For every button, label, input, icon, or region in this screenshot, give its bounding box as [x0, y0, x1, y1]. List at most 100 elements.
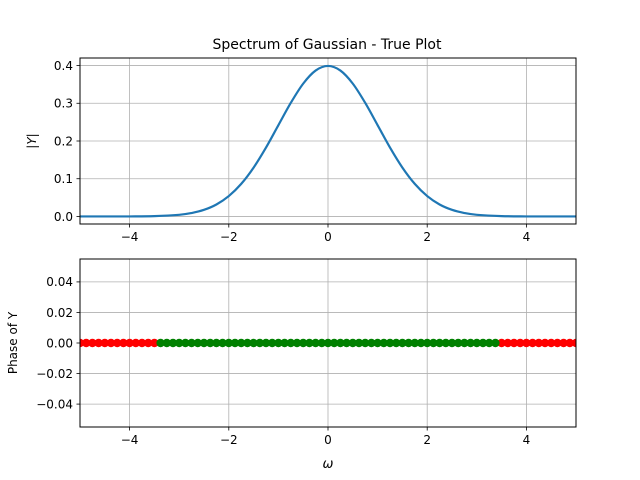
- phase-point-green: [218, 338, 227, 348]
- phase-point-green: [168, 338, 178, 348]
- y-tick-label: 0.2: [54, 134, 73, 148]
- phase-point-green: [404, 338, 413, 348]
- phase-point-green: [175, 338, 184, 348]
- phase-point-green: [472, 338, 481, 348]
- y-tick-label: 0.00: [46, 336, 73, 350]
- phase-point-green: [435, 338, 444, 348]
- phase-x-axis-label: ω: [323, 457, 334, 472]
- phase-point-red: [94, 338, 103, 348]
- phase-point-green: [485, 338, 494, 348]
- phase-point-green: [230, 338, 240, 348]
- phase-point-red: [497, 338, 506, 348]
- y-tick-label: −0.02: [36, 367, 73, 381]
- phase-y-axis-label: Phase of Y: [6, 311, 20, 374]
- phase-point-green: [156, 338, 165, 348]
- magnitude-line: [80, 64, 576, 218]
- x-tick-label: 0: [324, 433, 332, 447]
- phase-point-green: [385, 338, 395, 348]
- x-tick-label: −2: [220, 230, 238, 244]
- phase-subplot: −4 −2 0 2 4 −0.04 −0.02 0.00 0.02 0.04 ω Phase o…: [6, 258, 577, 472]
- phase-point-red: [565, 338, 574, 348]
- phase-point-green: [423, 338, 432, 348]
- phase-point-red: [82, 338, 91, 348]
- phase-point-red: [125, 338, 134, 348]
- y-tick-label: 0.3: [54, 97, 73, 111]
- phase-point-green: [243, 338, 252, 348]
- phase-point-green: [447, 338, 457, 348]
- phase-point-green: [361, 338, 370, 348]
- phase-point-green: [478, 338, 488, 348]
- phase-point-green: [373, 338, 382, 348]
- x-tick-label: −4: [121, 433, 139, 447]
- phase-point-green: [466, 338, 475, 348]
- phase-point-green: [454, 338, 463, 348]
- phase-point-green: [193, 338, 202, 348]
- magnitude-x-ticks: −4 −2 0 2 4: [121, 224, 530, 244]
- phase-point-green: [199, 338, 209, 348]
- y-tick-label: 0.02: [46, 306, 73, 320]
- phase-point-red: [516, 338, 525, 348]
- phase-point-green: [379, 338, 388, 348]
- phase-point-green: [342, 338, 351, 348]
- y-tick-label: 0.4: [54, 59, 73, 73]
- phase-point-green: [299, 338, 308, 348]
- phase-point-green: [330, 338, 339, 348]
- phase-point-green: [429, 338, 438, 348]
- phase-point-green: [460, 338, 469, 348]
- magnitude-chart-title: Spectrum of Gaussian - True Plot: [213, 37, 443, 53]
- phase-point-green: [311, 338, 320, 348]
- phase-point-green: [206, 338, 215, 348]
- phase-point-green: [162, 338, 171, 348]
- phase-point-red: [547, 338, 556, 348]
- phase-point-green: [336, 338, 345, 348]
- x-tick-label: −4: [121, 230, 139, 244]
- phase-point-red: [559, 338, 568, 348]
- phase-point-green: [410, 338, 419, 348]
- phase-point-red: [106, 338, 116, 348]
- phase-point-red: [503, 338, 512, 348]
- phase-point-red: [119, 338, 128, 348]
- phase-point-red: [528, 338, 537, 348]
- phase-point-red: [150, 338, 159, 348]
- phase-point-green: [237, 338, 246, 348]
- x-tick-label: 4: [523, 230, 531, 244]
- phase-point-red: [113, 338, 122, 348]
- x-tick-label: 0: [324, 230, 332, 244]
- phase-point-green: [392, 338, 401, 348]
- phase-point-green: [317, 338, 326, 348]
- magnitude-subplot: −4 −2 0 2 4 0.0 0.1 0.2 0.3 0.4 Spectrum of Gaus…: [25, 37, 577, 244]
- phase-point-green: [224, 338, 233, 348]
- phase-point-red: [137, 338, 147, 348]
- phase-point-red: [131, 338, 140, 348]
- phase-point-green: [305, 338, 314, 348]
- phase-y-ticks: −0.04 −0.02 0.00 0.02 0.04: [36, 275, 80, 411]
- phase-point-green: [367, 338, 376, 348]
- phase-point-green: [348, 338, 357, 348]
- phase-series: [80, 338, 576, 348]
- y-tick-label: 0.1: [54, 172, 73, 186]
- y-tick-label: −0.04: [36, 397, 73, 411]
- x-tick-label: 2: [423, 433, 431, 447]
- x-tick-label: 2: [423, 230, 431, 244]
- phase-x-ticks: −4 −2 0 2 4: [121, 427, 530, 447]
- phase-point-green: [280, 338, 289, 348]
- phase-point-red: [522, 338, 531, 348]
- x-tick-label: 4: [523, 433, 531, 447]
- phase-point-green: [181, 338, 190, 348]
- phase-point-green: [354, 338, 364, 348]
- phase-point-green: [441, 338, 450, 348]
- phase-point-green: [274, 338, 283, 348]
- x-tick-label: −2: [220, 433, 238, 447]
- phase-point-red: [100, 338, 110, 348]
- phase-point-red: [571, 338, 576, 348]
- phase-point-green: [249, 338, 258, 348]
- phase-point-red: [553, 338, 562, 348]
- phase-point-green: [292, 338, 302, 348]
- phase-point-green: [416, 338, 426, 348]
- phase-point-green: [261, 338, 271, 348]
- phase-point-green: [491, 338, 500, 348]
- phase-point-green: [255, 338, 264, 348]
- phase-point-green: [286, 338, 295, 348]
